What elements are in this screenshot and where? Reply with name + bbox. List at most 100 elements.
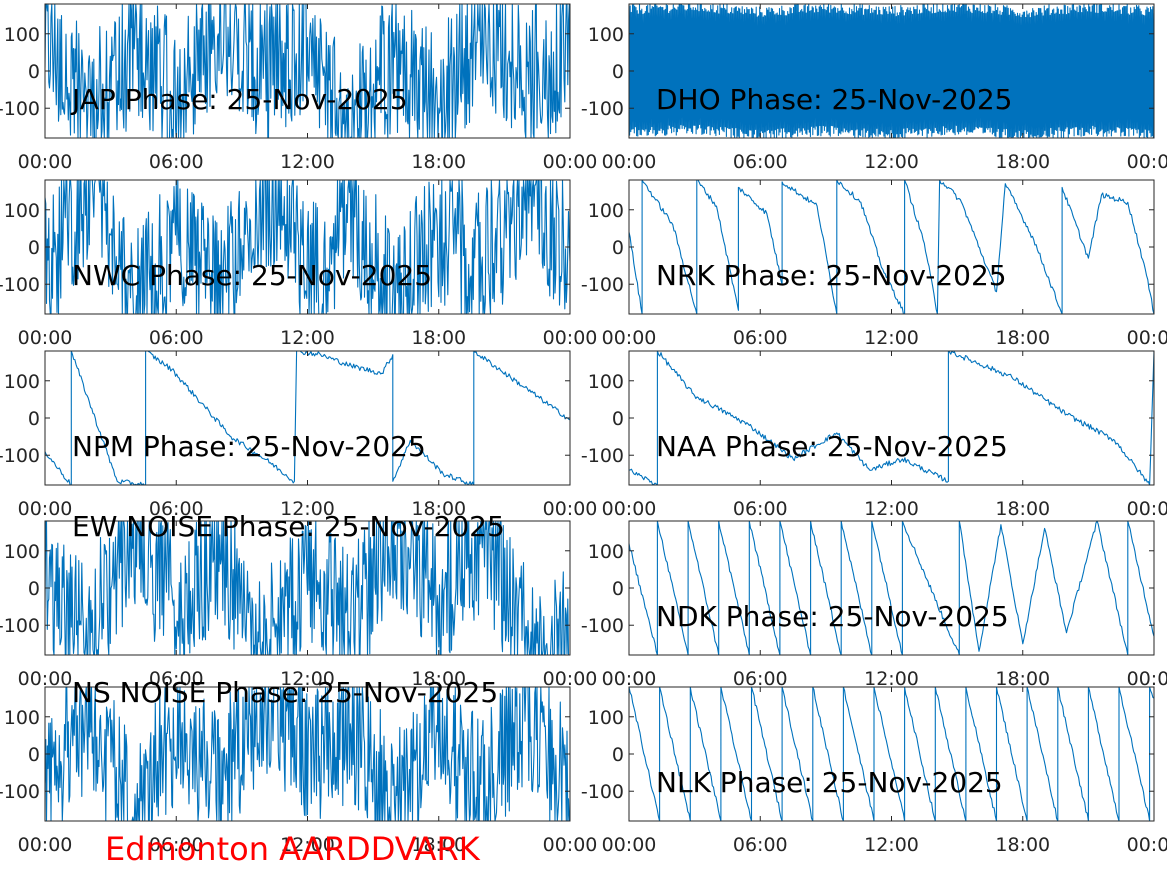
x-tick-label: 06:00: [733, 834, 788, 856]
x-tick-label: 00:00: [18, 498, 73, 520]
x-tick-label: 06:00: [733, 498, 788, 520]
x-tick-label: 00:00: [602, 151, 657, 173]
x-tick-label: 12:00: [280, 498, 335, 520]
x-tick-label: 18:00: [411, 498, 466, 520]
x-tick-label: 18:00: [411, 668, 466, 690]
phase-series-line: [629, 4, 1154, 138]
x-tick-label: 06:00: [149, 498, 204, 520]
x-tick-label: 00:00: [543, 834, 598, 856]
phase-series-line: [629, 180, 1154, 314]
panel-title: EW NOISE Phase: 25-Nov-2025: [72, 510, 505, 543]
x-tick-label: 12:00: [280, 327, 335, 349]
y-tick-label: 100: [588, 24, 624, 46]
y-tick-label: -100: [0, 274, 40, 296]
y-tick-label: -100: [0, 615, 40, 637]
y-tick-label: 100: [588, 541, 624, 563]
x-tick-label: 00:00: [602, 498, 657, 520]
phase-series-line: [629, 521, 1154, 655]
x-tick-label: 06:00: [733, 151, 788, 173]
panel-title: NAA Phase: 25-Nov-2025: [656, 430, 1008, 463]
x-tick-label: 00:00: [543, 498, 598, 520]
x-tick-label: 12:00: [280, 668, 335, 690]
station-label: Edmonton AARDDVARK: [105, 830, 481, 868]
y-tick-label: 0: [612, 237, 624, 259]
y-tick-label: -100: [0, 781, 40, 803]
y-tick-label: -100: [581, 615, 624, 637]
y-tick-label: 0: [28, 237, 40, 259]
panel-title: NDK Phase: 25-Nov-2025: [656, 600, 1009, 633]
phase-series-line: [629, 687, 1154, 821]
x-tick-label: 18:00: [411, 327, 466, 349]
x-tick-label: 00:00: [18, 834, 73, 856]
y-tick-label: 0: [28, 578, 40, 600]
x-tick-label: 12:00: [864, 327, 919, 349]
x-tick-label: 00:00: [1127, 834, 1167, 856]
panel-title: NRK Phase: 25-Nov-2025: [656, 259, 1007, 292]
x-tick-label: 18:00: [995, 668, 1050, 690]
x-tick-label: 18:00: [995, 834, 1050, 856]
phase-series-line: [629, 351, 1154, 485]
y-tick-label: -100: [581, 781, 624, 803]
x-tick-label: 00:00: [18, 151, 73, 173]
y-tick-label: -100: [0, 98, 40, 120]
panel-title: NPM Phase: 25-Nov-2025: [72, 430, 426, 463]
x-tick-label: 06:00: [733, 668, 788, 690]
x-tick-label: 12:00: [864, 498, 919, 520]
phase-panel: 100 0 -100 00:00 06:00 12:00 18:00 00:00 NLK Pha…: [581, 686, 1167, 856]
y-tick-label: 0: [612, 744, 624, 766]
y-tick-label: 0: [28, 744, 40, 766]
x-tick-label: 06:00: [149, 151, 204, 173]
y-tick-label: 100: [588, 707, 624, 729]
x-tick-label: 00:00: [543, 327, 598, 349]
y-tick-label: -100: [581, 98, 624, 120]
y-tick-label: 0: [612, 61, 624, 83]
x-tick-label: 00:00: [18, 327, 73, 349]
x-tick-label: 06:00: [733, 327, 788, 349]
x-tick-label: 12:00: [864, 834, 919, 856]
y-tick-label: 100: [4, 541, 40, 563]
x-tick-label: 00:00: [1127, 498, 1167, 520]
x-tick-label: 00:00: [1127, 151, 1167, 173]
y-tick-label: 100: [4, 200, 40, 222]
x-tick-label: 00:00: [602, 327, 657, 349]
panel-title: JAP Phase: 25-Nov-2025: [70, 83, 408, 116]
phase-panel: 100 0 -100 00:00 06:00 12:00 18:00 00:00 NPM Pha…: [0, 350, 598, 520]
panel-title: DHO Phase: 25-Nov-2025: [656, 83, 1012, 116]
phase-panel: 100 0 -100 00:00 06:00 12:00 18:00 00:00 DHO Pha…: [581, 3, 1167, 173]
x-tick-label: 06:00: [149, 327, 204, 349]
phase-series-line: [45, 521, 570, 655]
x-tick-label: 18:00: [411, 834, 466, 856]
x-tick-label: 06:00: [149, 834, 204, 856]
y-tick-label: 100: [4, 371, 40, 393]
x-tick-label: 06:00: [149, 668, 204, 690]
y-tick-label: -100: [581, 274, 624, 296]
panel-title: NS NOISE Phase: 25-Nov-2025: [72, 676, 498, 709]
phase-panel: 100 0 -100 00:00 06:00 12:00 18:00 00:00 JAP Pha…: [0, 3, 598, 173]
y-tick-label: 100: [4, 707, 40, 729]
y-tick-label: -100: [0, 445, 40, 467]
phase-series-line: [45, 180, 570, 314]
panel-grid: 100 0 -100 00:00 06:00 12:00 18:00 00:00 JAP Pha…: [0, 3, 1167, 856]
phase-panel: 100 0 -100 00:00 06:00 12:00 18:00 00:00 NDK Pha…: [581, 520, 1167, 690]
phase-panel: 100 0 -100 00:00 06:00 12:00 18:00 00:00 NAA Pha…: [581, 350, 1167, 520]
y-tick-label: 0: [612, 408, 624, 430]
phase-series-line: [45, 687, 570, 821]
x-tick-label: 00:00: [1127, 327, 1167, 349]
x-tick-label: 12:00: [864, 668, 919, 690]
y-tick-label: 0: [28, 61, 40, 83]
x-tick-label: 00:00: [18, 668, 73, 690]
phase-panel: 100 0 -100 00:00 06:00 12:00 18:00 00:00 EW NOIS…: [0, 510, 597, 690]
phase-panel: 100 0 -100 00:00 06:00 12:00 18:00 00:00 NS NOIS…: [0, 676, 597, 856]
x-tick-label: 00:00: [543, 151, 598, 173]
panel-title: NLK Phase: 25-Nov-2025: [656, 766, 1003, 799]
x-tick-label: 18:00: [411, 151, 466, 173]
phase-panel: 100 0 -100 00:00 06:00 12:00 18:00 00:00 NRK Pha…: [581, 179, 1167, 349]
panel-title: NWC Phase: 25-Nov-2025: [72, 259, 432, 292]
x-tick-label: 00:00: [602, 834, 657, 856]
x-tick-label: 18:00: [995, 327, 1050, 349]
x-tick-label: 12:00: [280, 834, 335, 856]
x-tick-label: 12:00: [864, 151, 919, 173]
x-tick-label: 00:00: [543, 668, 598, 690]
